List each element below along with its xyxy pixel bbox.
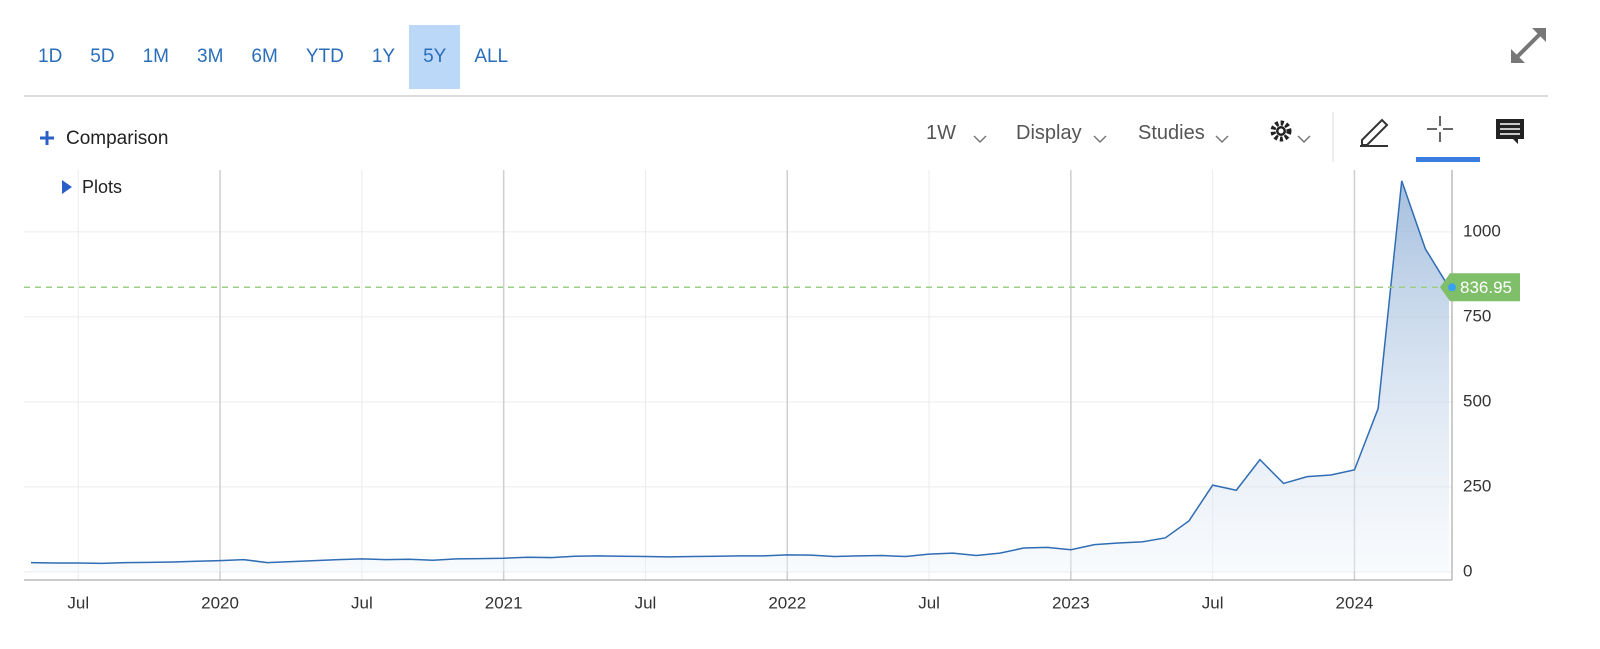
x-tick-label: Jul	[635, 593, 657, 612]
crosshair-icon[interactable]	[1427, 116, 1453, 142]
expand-icon[interactable]	[1511, 28, 1546, 63]
x-tick-label: Jul	[1202, 593, 1224, 612]
x-tick-label: Jul	[67, 593, 89, 612]
range-button[interactable]: 1Y	[371, 46, 396, 67]
plots-arrow	[62, 180, 72, 194]
price-line	[30, 180, 1450, 565]
range-button[interactable]: 6M	[251, 46, 278, 67]
display-menu[interactable]: Display	[1016, 122, 1082, 144]
range-button[interactable]: 1D	[38, 46, 63, 67]
last-price-flag	[1440, 273, 1520, 302]
comparison-button[interactable]: Comparison	[66, 128, 169, 149]
range-button[interactable]: 5D	[90, 46, 115, 67]
x-tick-label: Jul	[918, 593, 940, 612]
plots-toggle[interactable]: Plots	[82, 177, 123, 197]
range-button[interactable]: 5Y	[409, 25, 461, 89]
y-tick-label: 1000	[1463, 221, 1501, 240]
x-tick-label: 2020	[201, 593, 239, 612]
range-button[interactable]: 3M	[197, 46, 224, 67]
active-tool-indicator	[1416, 157, 1480, 162]
range-button[interactable]: 1M	[142, 46, 169, 67]
range-bar: 1D 5D 1M 3M 6M YTD 1Y 5Y ALL	[24, 25, 522, 89]
x-tick-label: 2021	[485, 593, 523, 612]
area	[31, 180, 1449, 572]
range-button[interactable]: YTD	[305, 46, 344, 67]
comment-icon[interactable]	[1496, 119, 1524, 144]
interval-menu[interactable]: 1W	[926, 122, 956, 144]
studies-menu[interactable]: Studies	[1138, 122, 1205, 144]
y-tick-label: 750	[1463, 306, 1491, 325]
last-price-dot	[1448, 283, 1456, 292]
y-tick-label: 250	[1463, 476, 1491, 495]
settings-icon[interactable]	[1270, 120, 1292, 142]
plus-icon	[40, 131, 54, 145]
y-tick-label: 0	[1463, 561, 1472, 580]
x-tick-label: Jul	[351, 593, 373, 612]
chevrons	[973, 135, 1311, 144]
draw-icon[interactable]	[1360, 118, 1389, 147]
last-price-label: 836.95	[1460, 278, 1512, 297]
x-tick-label: 2022	[768, 593, 806, 612]
y-tick-label: 500	[1463, 391, 1491, 410]
x-tick-label: 2023	[1052, 593, 1090, 612]
x-tick-label: 2024	[1336, 593, 1374, 612]
range-button[interactable]: ALL	[474, 46, 509, 67]
